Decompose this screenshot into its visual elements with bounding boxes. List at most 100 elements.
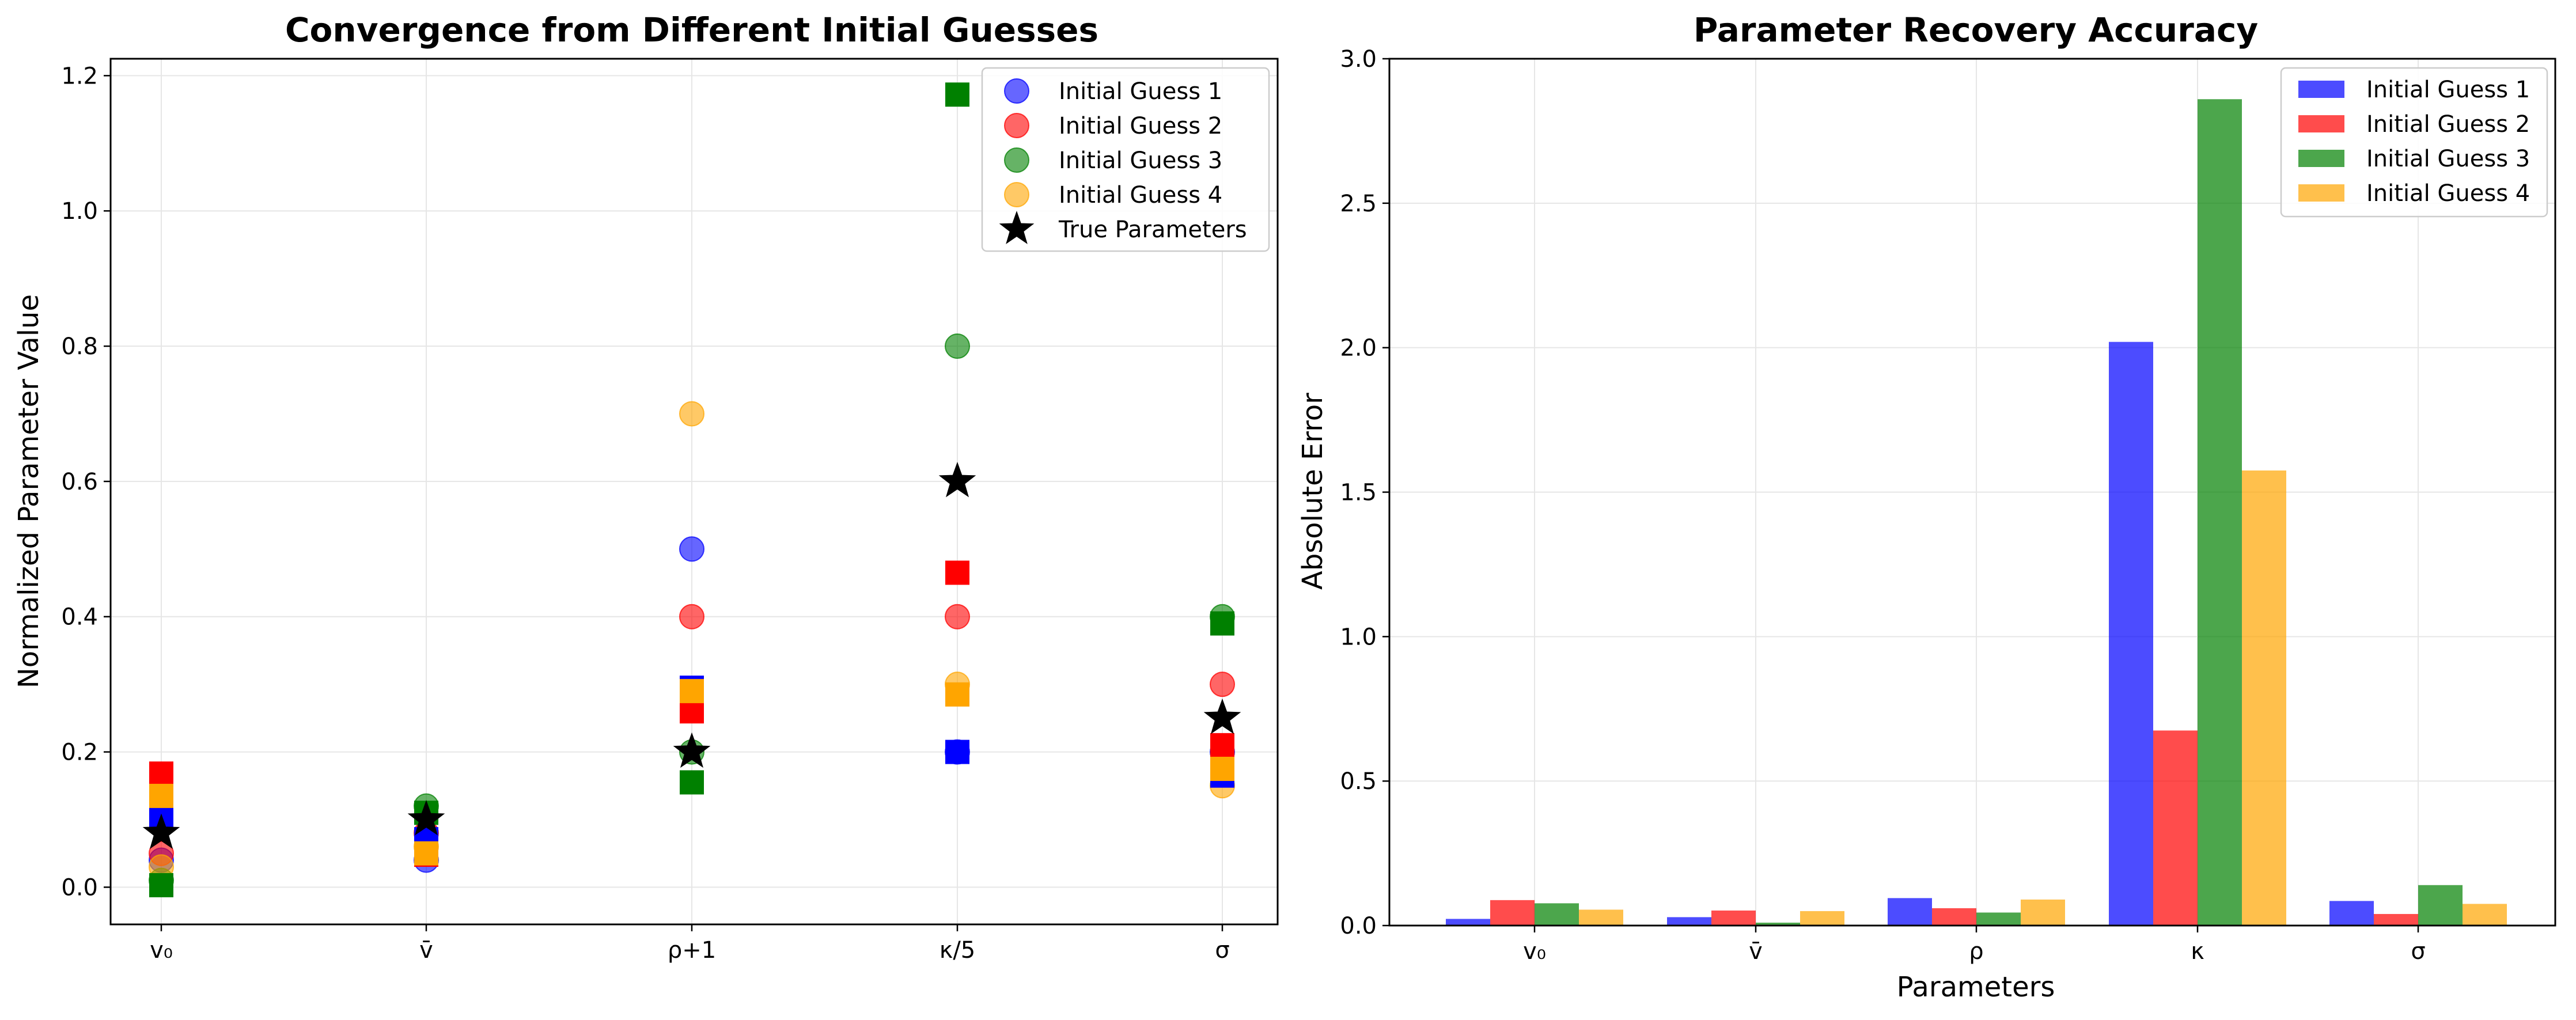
initial-guess-point	[679, 536, 704, 562]
legend-label: Initial Guess 1	[2366, 77, 2530, 103]
y-tick-label: 1.0	[1340, 624, 1377, 650]
y-tick-label: 0.6	[61, 469, 98, 495]
x-tick-label: v₀	[150, 937, 173, 964]
y-axis-label: Absolute Error	[1297, 393, 1329, 590]
x-tick-label: κ	[2191, 938, 2204, 965]
accuracy-chart: Parameter Recovery Accuracy v₀ v̄ ρ κ σ 0.0 0…	[1297, 10, 2556, 1003]
legend-swatch	[2298, 81, 2344, 98]
legend-marker	[1004, 147, 1029, 173]
y-tick-label: 0.5	[1340, 768, 1377, 795]
x-axis-label: Parameters	[1897, 971, 2055, 1003]
legend: Initial Guess 1 Initial Guess 2 Initial Gu…	[981, 67, 1270, 252]
chart-title: Parameter Recovery Accuracy	[1694, 10, 2258, 50]
final-estimate-marker	[945, 560, 969, 585]
bar	[1535, 903, 1579, 926]
data-markers	[142, 82, 1241, 897]
y-tick-label: 1.0	[61, 198, 98, 225]
final-estimate-marker	[680, 678, 704, 703]
convergence-chart: Convergence from Different Initial Guess…	[13, 10, 1279, 964]
y-tick-label: 0.8	[61, 333, 98, 360]
y-tick-label: 1.5	[1340, 480, 1377, 506]
final-estimate-marker	[1210, 733, 1234, 757]
y-tick-label: 0.4	[61, 604, 98, 631]
legend-marker	[1004, 78, 1029, 104]
plot-frame	[109, 58, 1279, 926]
x-tick-label: v̄	[1749, 938, 1763, 965]
bar	[2109, 342, 2153, 926]
legend-marker	[999, 211, 1035, 244]
bar	[1756, 922, 1800, 926]
true-parameter-star	[673, 732, 711, 768]
bar	[1490, 900, 1535, 926]
x-tick-label: ρ	[1969, 938, 1983, 965]
final-estimate-marker	[1210, 611, 1234, 636]
x-tick-label: σ	[1215, 937, 1229, 964]
true-parameter-star	[142, 813, 180, 849]
y-tick-label: 0.0	[1340, 913, 1377, 939]
legend-swatch	[2298, 150, 2344, 167]
x-tick-labels: v₀ v̄ ρ κ σ	[1523, 926, 2426, 965]
legend-label: Initial Guess 3	[2366, 146, 2530, 172]
bar	[2198, 99, 2242, 926]
final-estimate-marker	[414, 841, 438, 866]
y-tick-label: 0.2	[61, 740, 98, 766]
bar	[2463, 904, 2507, 926]
legend-label: Initial Guess 4	[1059, 182, 1222, 208]
bar	[1579, 909, 1623, 926]
bar	[2242, 470, 2286, 926]
bar	[2418, 885, 2463, 926]
x-tick-label: ρ+1	[668, 937, 716, 964]
true-parameter-star	[407, 800, 445, 836]
initial-guess-point	[945, 604, 970, 630]
legend-marker	[1004, 182, 1029, 207]
x-tick-label: κ/5	[940, 937, 976, 964]
x-tick-label: v̄	[419, 937, 433, 964]
initial-guess-point	[679, 401, 704, 427]
legend-label: Initial Guess 1	[1059, 78, 1222, 105]
y-tick-label: 3.0	[1340, 46, 1377, 73]
x-tick-labels: v₀ v̄ ρ+1 κ/5 σ	[150, 924, 1230, 964]
bar	[2374, 913, 2418, 926]
true-parameter-star	[938, 461, 976, 498]
final-estimate-marker	[680, 699, 704, 724]
bar	[1976, 912, 2021, 926]
legend-swatch	[2298, 184, 2344, 202]
bar	[1800, 911, 1844, 926]
final-estimate-marker	[149, 783, 173, 808]
final-estimate-marker	[680, 770, 704, 795]
initial-guess-point	[945, 333, 970, 359]
y-tick-label: 1.2	[61, 63, 98, 89]
final-estimate-marker	[149, 873, 173, 897]
x-tick-label: v₀	[1523, 938, 1546, 965]
x-tick-label: σ	[2411, 938, 2425, 965]
y-tick-label: 2.5	[1340, 191, 1377, 217]
bar	[2021, 899, 2065, 926]
legend-label: True Parameters	[1058, 217, 1247, 243]
bar	[1667, 917, 1711, 926]
legend-label: Initial Guess 3	[1059, 147, 1222, 174]
final-estimate-marker	[945, 740, 969, 764]
legend: Initial Guess 1 Initial Guess 2 Initial Gu…	[2280, 67, 2548, 218]
bar	[1932, 908, 1976, 926]
legend-label: Initial Guess 2	[1059, 113, 1222, 139]
y-tick-label: 2.0	[1340, 335, 1377, 362]
legend-box	[2280, 67, 2548, 218]
legend-swatch	[2298, 115, 2344, 132]
final-estimate-marker	[1210, 756, 1234, 781]
legend-box	[981, 67, 1270, 252]
final-estimate-marker	[945, 682, 969, 707]
true-parameter-star	[1203, 698, 1241, 734]
legend-marker	[1004, 113, 1029, 138]
initial-guess-point	[1210, 672, 1235, 697]
bar	[1888, 898, 1932, 926]
initial-guess-point	[679, 604, 704, 630]
chart-title: Convergence from Different Initial Guess…	[285, 10, 1098, 50]
y-tick-labels: 0.0 0.2 0.4 0.6 0.8 1.0 1.2	[61, 63, 111, 901]
final-estimate-marker	[149, 761, 173, 786]
y-axis-label: Normalized Parameter Value	[13, 294, 45, 688]
bar	[2153, 730, 2198, 926]
y-tick-label: 0.0	[61, 874, 98, 901]
bar	[1711, 910, 1756, 926]
bars	[1446, 99, 2507, 926]
